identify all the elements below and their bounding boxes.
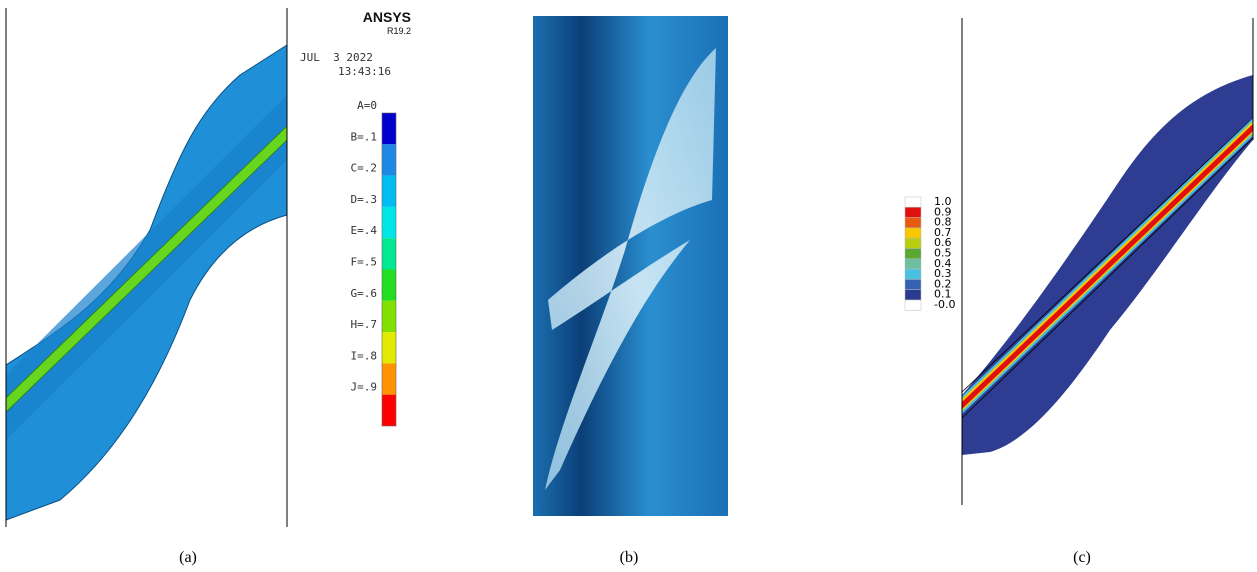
legend-swatch — [382, 144, 396, 175]
panel-b — [533, 16, 728, 516]
legend-swatch — [905, 207, 921, 217]
caption: (a) — [179, 549, 197, 566]
legend-swatch — [382, 207, 396, 238]
legend-label: D=.3 — [351, 193, 378, 206]
legend-swatch — [905, 218, 921, 228]
legend-swatch — [382, 176, 396, 207]
legend-label: F=.5 — [351, 256, 378, 269]
legend-label: C=.2 — [351, 162, 378, 175]
legend-label: -0.0 — [934, 298, 955, 311]
legend-swatch — [382, 301, 396, 332]
date: JUL 3 2022 — [300, 51, 373, 64]
legend-label: G=.6 — [351, 287, 378, 300]
panel-c: 1.00.90.80.70.60.50.40.30.20.1-0.0 — [905, 18, 1253, 505]
time: 13:43:16 — [338, 65, 391, 78]
figure: ANSYS R19.2 JUL 3 2022 13:43:16 A=0 B=.1 C… — [0, 0, 1257, 572]
legend-swatch — [905, 238, 921, 248]
version: R19.2 — [387, 26, 411, 36]
legend-swatch — [905, 279, 921, 289]
legend-label: E=.4 — [351, 224, 378, 237]
legend-swatch — [905, 290, 921, 300]
legend-swatch — [382, 332, 396, 363]
legend-label: H=.7 — [351, 318, 378, 331]
legend-swatch — [382, 270, 396, 301]
interface-line — [962, 138, 1253, 418]
legend-swatch — [382, 238, 396, 269]
interface-line — [962, 118, 1253, 392]
caption: (b) — [620, 549, 639, 566]
legend-swatch — [905, 249, 921, 259]
legend: A=0 B=.1 C=.2 D=.3 E=.4 F=.5 G=.6 H=.7 I=.8 J=.9 — [351, 99, 397, 426]
interface-band — [962, 124, 1253, 409]
legend-swatch — [905, 228, 921, 238]
panel-a: ANSYS R19.2 JUL 3 2022 13:43:16 A=0 B=.1 C… — [6, 8, 411, 527]
legend-swatch — [905, 259, 921, 269]
legend-label: B=.1 — [351, 130, 378, 143]
legend-swatch — [905, 197, 921, 207]
legend-swatch — [382, 363, 396, 394]
legend-swatch — [382, 395, 396, 426]
legend-label: I=.8 — [351, 349, 378, 362]
legend-label: A=0 — [357, 99, 377, 112]
caption: (c) — [1073, 549, 1091, 566]
legend-swatch — [905, 269, 921, 279]
legend-swatch — [905, 300, 921, 310]
legend-swatch — [382, 113, 396, 144]
legend-label: J=.9 — [351, 381, 378, 394]
brand: ANSYS — [363, 9, 411, 25]
legend: 1.00.90.80.70.60.50.40.30.20.1-0.0 — [905, 195, 955, 311]
